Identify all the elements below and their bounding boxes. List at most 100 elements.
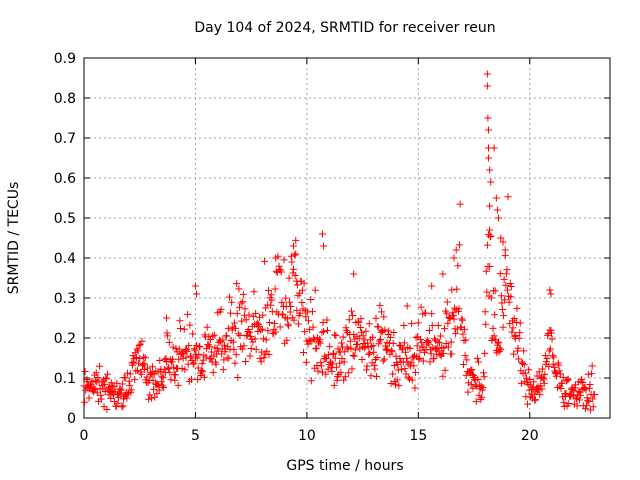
data-point bbox=[522, 374, 530, 382]
data-point bbox=[449, 312, 457, 320]
data-point bbox=[308, 308, 316, 316]
data-point bbox=[176, 324, 184, 332]
data-point bbox=[496, 344, 504, 352]
data-point bbox=[91, 385, 99, 393]
data-point bbox=[284, 322, 292, 330]
data-point bbox=[165, 365, 173, 373]
data-point bbox=[285, 274, 293, 282]
data-point bbox=[132, 353, 140, 361]
data-point bbox=[402, 348, 410, 356]
data-point bbox=[376, 335, 384, 343]
y-axis-label: SRMTID / TECUs bbox=[6, 182, 22, 295]
data-point bbox=[205, 342, 213, 350]
data-point bbox=[492, 194, 500, 202]
data-point bbox=[541, 352, 549, 360]
data-point bbox=[317, 359, 325, 367]
data-point bbox=[333, 376, 341, 384]
data-point bbox=[322, 370, 330, 378]
data-point bbox=[480, 373, 488, 381]
data-point bbox=[500, 312, 508, 320]
data-point bbox=[209, 332, 217, 340]
data-point bbox=[385, 327, 393, 335]
data-point bbox=[271, 285, 279, 293]
data-point bbox=[435, 339, 443, 347]
data-point bbox=[268, 296, 276, 304]
data-point bbox=[497, 292, 505, 300]
data-point bbox=[310, 334, 318, 342]
data-point bbox=[107, 379, 115, 387]
data-point bbox=[206, 354, 214, 362]
data-point bbox=[92, 369, 100, 377]
data-point bbox=[318, 328, 326, 336]
data-point bbox=[176, 317, 184, 325]
data-point bbox=[559, 373, 567, 381]
data-point bbox=[282, 294, 290, 302]
y-tick-label: 0.8 bbox=[54, 91, 76, 107]
data-point bbox=[376, 301, 384, 309]
data-point bbox=[496, 270, 504, 278]
data-point bbox=[337, 368, 345, 376]
data-point bbox=[486, 226, 494, 234]
data-point bbox=[456, 241, 464, 249]
data-point bbox=[230, 319, 238, 327]
data-point bbox=[503, 266, 511, 274]
data-point bbox=[342, 327, 350, 335]
y-tick-label: 0.3 bbox=[54, 291, 76, 307]
data-point bbox=[320, 328, 328, 336]
data-point bbox=[283, 315, 291, 323]
y-tick-label: 0.9 bbox=[54, 51, 76, 67]
data-point bbox=[198, 367, 206, 375]
data-point bbox=[159, 382, 167, 390]
data-point bbox=[219, 336, 227, 344]
data-point bbox=[430, 354, 438, 362]
data-point bbox=[578, 375, 586, 383]
data-point bbox=[203, 323, 211, 331]
data-point bbox=[454, 262, 462, 270]
data-point bbox=[398, 365, 406, 373]
data-point bbox=[506, 280, 514, 288]
data-point bbox=[375, 337, 383, 345]
data-point bbox=[105, 384, 113, 392]
data-point bbox=[316, 335, 324, 343]
data-point bbox=[390, 329, 398, 337]
data-point bbox=[266, 319, 274, 327]
data-point bbox=[354, 340, 362, 348]
data-point bbox=[317, 362, 325, 370]
data-point bbox=[403, 354, 411, 362]
data-point bbox=[237, 299, 245, 307]
data-point bbox=[155, 386, 163, 394]
data-point bbox=[536, 382, 544, 390]
data-point bbox=[500, 275, 508, 283]
data-point bbox=[473, 354, 481, 362]
data-point bbox=[505, 298, 513, 306]
data-point bbox=[450, 254, 458, 262]
data-point bbox=[415, 355, 423, 363]
data-point bbox=[229, 338, 237, 346]
data-point bbox=[372, 314, 380, 322]
data-point bbox=[502, 270, 510, 278]
data-point bbox=[264, 287, 272, 295]
data-point bbox=[327, 358, 335, 366]
data-point bbox=[210, 331, 218, 339]
data-point bbox=[415, 354, 423, 362]
data-point bbox=[131, 376, 139, 384]
data-point bbox=[453, 325, 461, 333]
data-point bbox=[101, 380, 109, 388]
data-point bbox=[246, 352, 254, 360]
data-point bbox=[223, 332, 231, 340]
data-point bbox=[468, 370, 476, 378]
x-tick-label: 0 bbox=[80, 428, 89, 444]
data-point bbox=[350, 352, 358, 360]
data-point bbox=[239, 298, 247, 306]
data-point bbox=[481, 308, 489, 316]
data-point bbox=[480, 369, 488, 377]
data-point bbox=[539, 374, 547, 382]
data-point bbox=[355, 334, 363, 342]
data-point bbox=[400, 322, 408, 330]
data-point bbox=[531, 396, 539, 404]
data-point bbox=[450, 315, 458, 323]
data-point bbox=[428, 310, 436, 318]
data-point bbox=[169, 355, 177, 363]
data-point bbox=[195, 350, 203, 358]
data-point bbox=[425, 326, 433, 334]
